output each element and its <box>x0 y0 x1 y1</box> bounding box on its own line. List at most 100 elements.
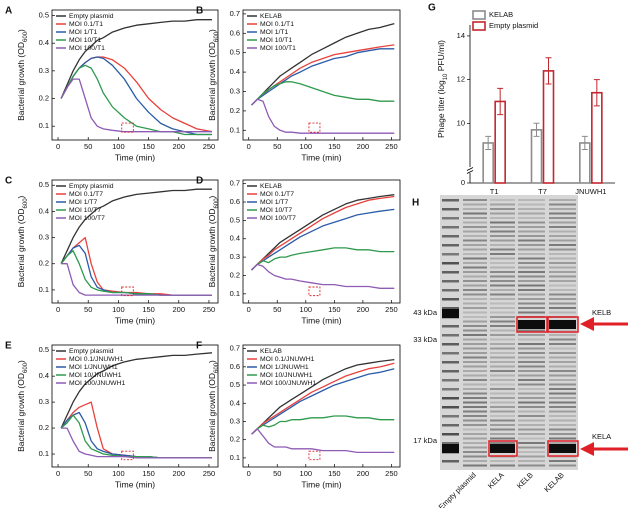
y-axis-title-sub: 10 <box>443 73 449 80</box>
gel-band <box>518 446 545 449</box>
gel-band <box>463 433 487 435</box>
gel-band <box>549 338 576 341</box>
gel-band <box>463 212 487 215</box>
gel-band <box>463 289 487 291</box>
y-tick-label: 0.3 <box>230 252 240 261</box>
gel-band <box>518 374 545 377</box>
series-line <box>251 247 395 271</box>
gel-band <box>518 203 545 206</box>
gel-band <box>549 289 576 291</box>
x-tick-label: 250 <box>385 469 398 478</box>
gel-band <box>518 257 545 260</box>
series-line <box>251 362 395 435</box>
gel-band <box>442 460 459 463</box>
error-bar <box>485 135 492 151</box>
legend-label: MOI 1/JNUWH1 <box>69 364 118 371</box>
gel-band <box>518 347 545 350</box>
gel-band <box>442 226 459 229</box>
y-axis-title-sub: 600 <box>214 362 220 373</box>
gel-band <box>463 415 487 417</box>
gel-highlight-box <box>547 316 579 333</box>
gel-band <box>442 280 459 283</box>
x-tick-label: T7 <box>538 187 547 196</box>
legend-label: MOI 100/T7 <box>260 215 296 222</box>
x-tick-label: 100 <box>300 305 313 314</box>
gel-band <box>518 208 545 210</box>
x-axis-title: Time (min) <box>301 479 341 489</box>
y-tick-label: 0.5 <box>39 11 49 20</box>
x-tick-label: 200 <box>357 469 370 478</box>
y-axis-title-end: ) <box>16 29 26 32</box>
series-line <box>251 98 395 134</box>
gel-band <box>490 361 515 363</box>
gel-band <box>518 217 545 219</box>
gel-band <box>490 307 515 309</box>
y-tick-label: 0.1 <box>230 125 240 134</box>
gel-band <box>463 365 487 368</box>
gel-band <box>463 217 487 219</box>
gel-band <box>490 230 515 233</box>
error-bar <box>533 122 540 137</box>
gel-band <box>490 460 515 462</box>
legend-label: Empty plasmid <box>69 348 114 355</box>
gel-band <box>518 365 545 368</box>
y-axis-title-text: Bacterial growth (OD <box>207 373 217 452</box>
legend-swatch <box>472 10 486 20</box>
gel-band <box>549 203 576 206</box>
gel-band <box>490 275 515 278</box>
legend-label: MOI 100/T7 <box>69 215 105 222</box>
legend-label: MOI 10/T7 <box>69 207 101 214</box>
gel-band <box>442 388 459 391</box>
panel-label: D <box>196 176 203 187</box>
gel-band <box>463 311 487 314</box>
x-tick-label: 100 <box>112 305 125 314</box>
gel-band <box>463 428 487 431</box>
gel-band <box>490 334 515 336</box>
gel-band <box>463 437 487 440</box>
y-axis-title-text: Bacterial growth (OD <box>207 208 217 287</box>
gel-band <box>442 352 459 355</box>
gel-band <box>463 392 487 395</box>
plot-frame <box>51 9 219 141</box>
legend-label: Empty plasmid <box>69 183 114 190</box>
gel-band <box>463 253 487 255</box>
gel-band <box>490 284 515 287</box>
bar <box>530 129 543 184</box>
gel-band <box>549 406 576 408</box>
gel-band <box>490 397 515 399</box>
gel-band <box>442 244 459 247</box>
y-tick-label: 0.6 <box>230 197 240 206</box>
x-axis-title: Time (min) <box>301 152 341 162</box>
y-tick-label: 0.2 <box>39 423 49 432</box>
gel-band <box>490 424 515 426</box>
gel-band <box>518 424 545 426</box>
gel-band <box>549 334 576 336</box>
y-tick-label: 0 <box>461 178 465 187</box>
x-tick-label: 200 <box>357 142 370 151</box>
gel-band <box>442 262 459 265</box>
gel-band <box>549 401 576 404</box>
x-tick-label: 0 <box>56 305 60 314</box>
gel-band <box>490 235 515 237</box>
gel-band <box>463 329 487 332</box>
y-tick-label: 0.3 <box>39 233 49 242</box>
x-tick-label: 100 <box>300 142 313 151</box>
x-tick-label: 250 <box>203 305 216 314</box>
y-tick-label: 0.2 <box>39 93 49 102</box>
series-line <box>251 428 395 454</box>
gel-band <box>463 356 487 359</box>
x-tick-label: 150 <box>142 469 155 478</box>
gel-band <box>463 320 487 323</box>
series-line <box>251 195 395 271</box>
y-tick-label: 0.5 <box>230 380 240 389</box>
y-axis-title: Bacterial growth (OD600) <box>207 360 219 452</box>
gel-band <box>490 352 515 354</box>
gel-band <box>463 352 487 354</box>
series-line <box>251 81 395 106</box>
gel-band <box>442 208 459 211</box>
y-tick-label: 0.4 <box>39 371 49 380</box>
panel-label: E <box>5 341 12 352</box>
gel-band <box>549 419 576 422</box>
gel-band <box>490 266 515 269</box>
gel-band <box>549 244 576 246</box>
